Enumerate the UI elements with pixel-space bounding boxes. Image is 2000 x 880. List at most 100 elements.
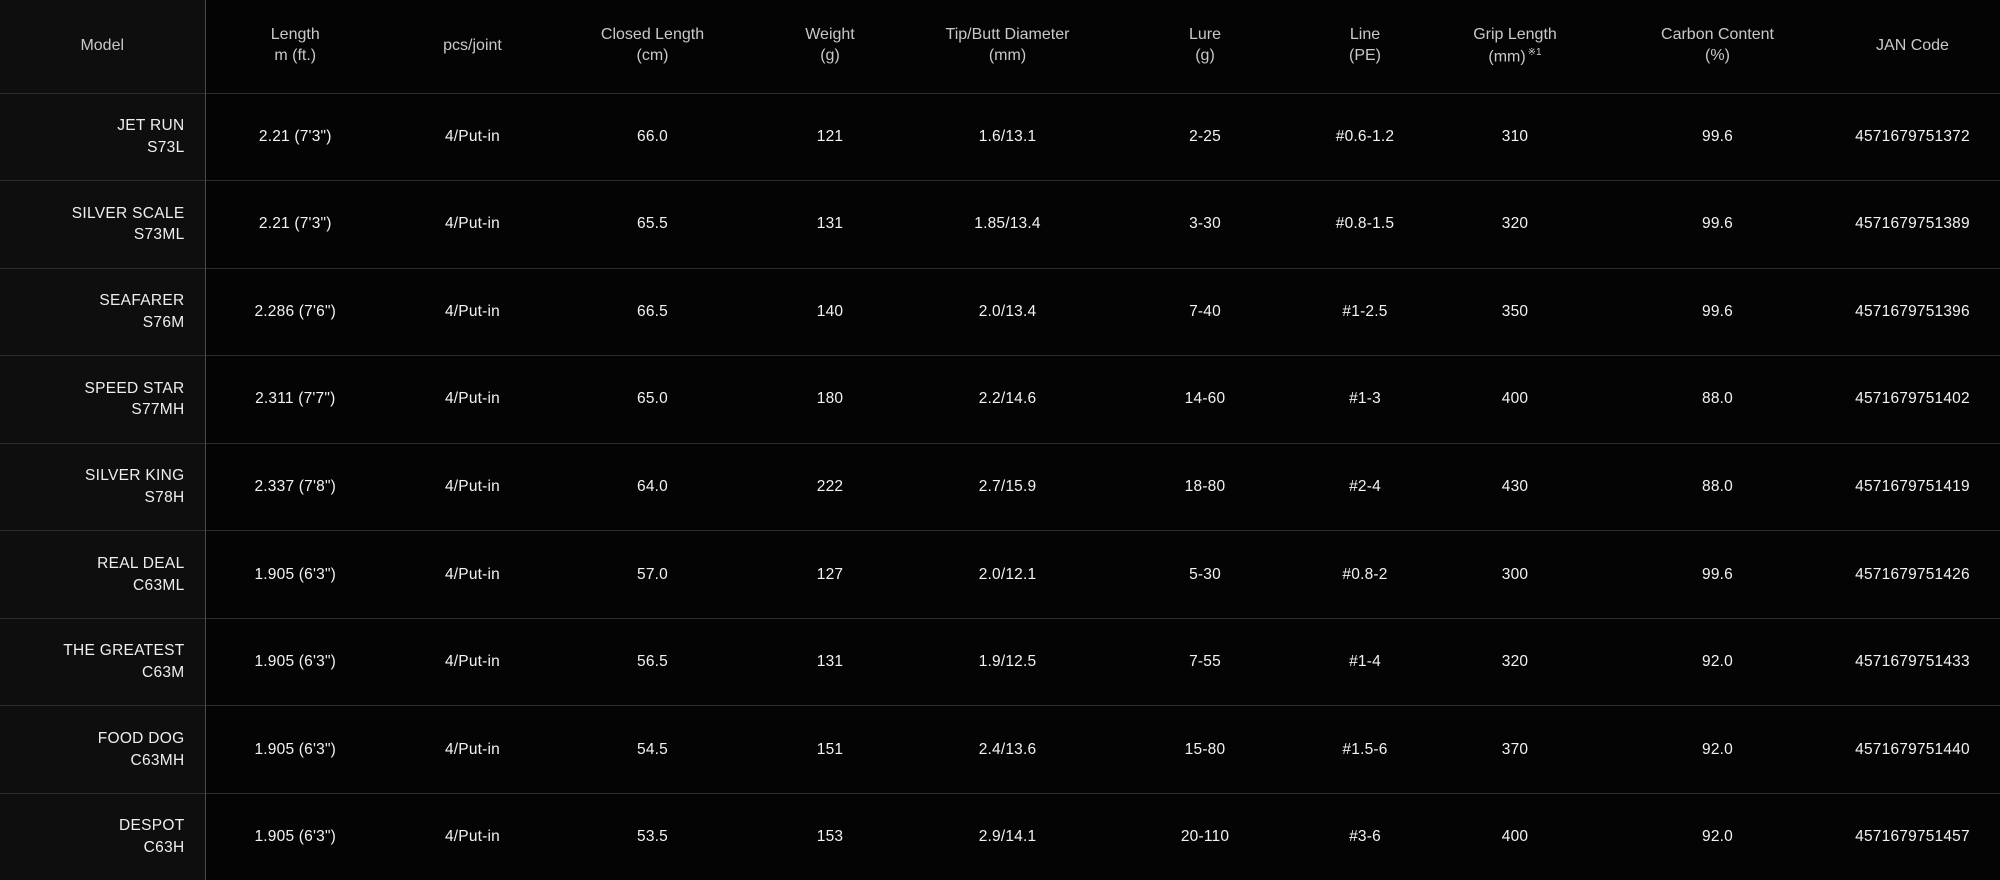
table-row: SPEED STAR S77MH 2.311 (7'7") 4/Put-in 65.0 1…	[0, 355, 2000, 444]
model-code: S77MH	[131, 401, 185, 419]
cell-closed-length: 53.5	[637, 827, 668, 845]
cell-tip-butt-diameter: 2.9/14.1	[978, 827, 1037, 845]
cell-carbon-content: 92.0	[1702, 653, 1733, 671]
cell-carbon-content: 92.0	[1702, 827, 1733, 845]
column-header-carbon-content: Carbon Content (%)	[1661, 26, 1774, 65]
column-header-closed-length: Closed Length (cm)	[600, 26, 705, 65]
cell-length: 1.905 (6'3")	[254, 653, 337, 671]
cell-length: 2.311 (7'7")	[255, 390, 336, 408]
cell-pcs-joint: 4/Put-in	[444, 565, 501, 583]
cell-tip-butt-diameter: 1.9/12.5	[978, 653, 1037, 671]
cell-tip-butt-diameter: 2.0/13.4	[978, 302, 1037, 320]
cell-model: DESPOT C63H	[0, 793, 206, 880]
cell-grip-length: 350	[1501, 302, 1529, 320]
cell-weight: 180	[816, 390, 844, 408]
cell-line: #1-3	[1349, 390, 1381, 408]
model-code: C63M	[141, 664, 185, 682]
cell-line: #0.8-2	[1342, 565, 1388, 583]
model-name: SPEED STAR	[84, 379, 185, 397]
cell-closed-length: 66.5	[637, 302, 668, 320]
cell-weight: 131	[816, 215, 844, 233]
column-header-jan-code: JAN Code	[1876, 36, 1949, 54]
cell-closed-length: 66.0	[637, 127, 668, 145]
cell-weight: 127	[816, 565, 844, 583]
cell-carbon-content: 92.0	[1702, 740, 1733, 758]
cell-lure: 2-25	[1189, 127, 1221, 145]
column-header-model: Model	[0, 0, 206, 93]
table-row: JET RUN S73L 2.21 (7'3") 4/Put-in 66.0 121 1.6…	[0, 93, 2000, 181]
cell-pcs-joint: 4/Put-in	[444, 390, 501, 408]
cell-jan-code: 4571679751426	[1855, 565, 1970, 583]
cell-length: 2.21 (7'3")	[258, 127, 332, 145]
cell-lure: 7-55	[1189, 653, 1221, 671]
column-header-grip-length: Grip Length (mm) ※1	[1473, 25, 1557, 65]
cell-grip-length: 320	[1501, 215, 1529, 233]
table-body: JET RUN S73L 2.21 (7'3") 4/Put-in 66.0 121 1.6…	[0, 93, 2000, 880]
header-row: Model Length m (ft.) pcs/joint Closed Le…	[0, 0, 2000, 93]
cell-pcs-joint: 4/Put-in	[444, 127, 501, 145]
cell-model: REAL DEAL C63ML	[0, 530, 206, 619]
cell-line: #2-4	[1349, 477, 1381, 495]
cell-model: SILVER SCALE S73ML	[0, 180, 206, 269]
cell-jan-code: 4571679751402	[1855, 390, 1970, 408]
table-row: DESPOT C63H 1.905 (6'3") 4/Put-in 53.5 153 2.9…	[0, 793, 2000, 880]
cell-carbon-content: 99.6	[1702, 565, 1733, 583]
cell-carbon-content: 88.0	[1702, 477, 1733, 495]
model-name: DESPOT	[118, 817, 185, 835]
cell-length: 2.337 (7'8")	[254, 477, 337, 495]
cell-closed-length: 65.0	[637, 390, 668, 408]
cell-model: SILVER KING S78H	[0, 443, 206, 531]
cell-tip-butt-diameter: 1.85/13.4	[974, 215, 1041, 233]
cell-grip-length: 320	[1501, 653, 1529, 671]
cell-closed-length: 57.0	[637, 565, 668, 583]
cell-jan-code: 4571679751372	[1855, 127, 1970, 145]
column-header-lure: Lure (g)	[1188, 26, 1222, 65]
cell-lure: 3-30	[1189, 215, 1221, 233]
cell-grip-length: 300	[1501, 565, 1529, 583]
model-name: SILVER KING	[85, 467, 185, 485]
cell-carbon-content: 99.6	[1702, 127, 1733, 145]
cell-model: JET RUN S73L	[0, 93, 206, 181]
cell-jan-code: 4571679751433	[1855, 653, 1970, 671]
cell-tip-butt-diameter: 2.4/13.6	[978, 740, 1037, 758]
cell-grip-length: 370	[1501, 740, 1529, 758]
cell-tip-butt-diameter: 2.7/15.9	[978, 477, 1037, 495]
cell-line: #3-6	[1349, 827, 1381, 845]
cell-length: 2.286 (7'6")	[254, 302, 337, 320]
cell-line: #1-4	[1349, 653, 1381, 671]
footnote-marker: ※1	[1527, 46, 1542, 58]
cell-length: 2.21 (7'3")	[258, 215, 332, 233]
model-code: S78H	[144, 488, 185, 506]
model-code: S76M	[142, 313, 185, 331]
cell-line: #1.5-6	[1342, 740, 1388, 758]
cell-weight: 131	[816, 653, 844, 671]
table-row: FOOD DOG C63MH 1.905 (6'3") 4/Put-in 54.5 151…	[0, 705, 2000, 794]
cell-length: 1.905 (6'3")	[254, 827, 337, 845]
table-row: SEAFARER S76M 2.286 (7'6") 4/Put-in 66.5 140 2…	[0, 268, 2000, 356]
cell-jan-code: 4571679751389	[1855, 215, 1970, 233]
model-name: REAL DEAL	[97, 554, 185, 572]
cell-pcs-joint: 4/Put-in	[444, 653, 501, 671]
model-code: C63MH	[130, 751, 185, 769]
cell-grip-length: 310	[1501, 127, 1529, 145]
cell-closed-length: 64.0	[637, 477, 668, 495]
cell-grip-length: 400	[1501, 390, 1529, 408]
model-code: C63H	[143, 838, 185, 856]
cell-carbon-content: 99.6	[1702, 302, 1733, 320]
cell-pcs-joint: 4/Put-in	[444, 477, 501, 495]
column-header-line: Line (PE)	[1349, 26, 1381, 65]
cell-model: SEAFARER S76M	[0, 268, 206, 356]
cell-jan-code: 4571679751457	[1855, 827, 1970, 845]
cell-grip-length: 430	[1501, 477, 1529, 495]
cell-grip-length: 400	[1501, 827, 1529, 845]
cell-weight: 222	[816, 477, 844, 495]
cell-pcs-joint: 4/Put-in	[444, 827, 501, 845]
cell-tip-butt-diameter: 2.2/14.6	[978, 390, 1037, 408]
cell-pcs-joint: 4/Put-in	[444, 302, 501, 320]
model-name: FOOD DOG	[97, 729, 185, 747]
cell-pcs-joint: 4/Put-in	[444, 740, 501, 758]
cell-line: #0.6-1.2	[1335, 127, 1395, 145]
table-row: SILVER KING S78H 2.337 (7'8") 4/Put-in 64.0 2…	[0, 443, 2000, 531]
cell-weight: 153	[816, 827, 844, 845]
